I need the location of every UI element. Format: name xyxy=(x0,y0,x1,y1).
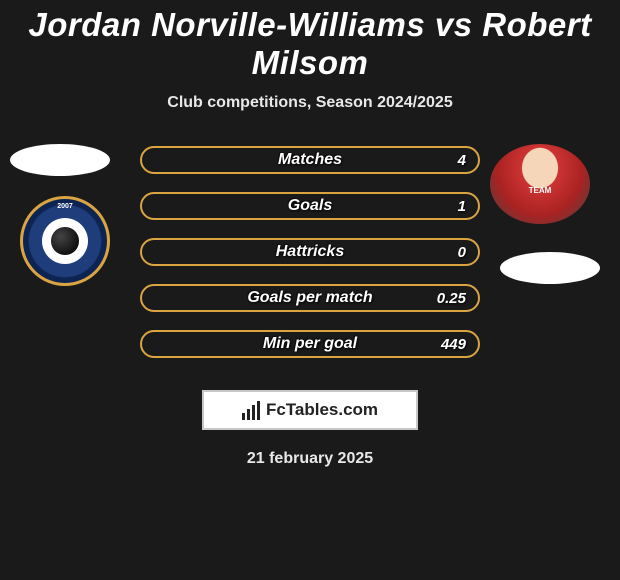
brand-box[interactable]: FcTables.com xyxy=(202,390,418,430)
left-club-badge: 2007 xyxy=(20,196,110,286)
subtitle: Club competitions, Season 2024/2025 xyxy=(0,94,620,112)
left-player-photo xyxy=(10,144,110,176)
stat-bar: Hattricks 0 xyxy=(140,238,480,266)
stat-bar: Goals 1 xyxy=(140,192,480,220)
date-label: 21 february 2025 xyxy=(0,450,620,468)
stat-right-value: 1 xyxy=(458,198,466,215)
stat-label: Goals per match xyxy=(247,289,372,307)
stat-label: Goals xyxy=(288,197,332,215)
stat-bar: Min per goal 449 xyxy=(140,330,480,358)
right-player-photo xyxy=(490,144,590,224)
brand-text: FcTables.com xyxy=(266,400,378,420)
stat-label: Min per goal xyxy=(263,335,357,353)
stat-right-value: 0 xyxy=(458,244,466,261)
right-club-badge xyxy=(500,252,600,284)
stat-bar: Matches 4 xyxy=(140,146,480,174)
stat-label: Matches xyxy=(278,151,342,169)
stat-right-value: 4 xyxy=(458,152,466,169)
stat-label: Hattricks xyxy=(276,243,344,261)
badge-ball-icon xyxy=(51,227,79,255)
stat-area: 2007 Matches 4 Goals 1 Hattricks 0 Goals per m… xyxy=(0,144,620,374)
comparison-card: Jordan Norville-Williams vs Robert Milso… xyxy=(0,0,620,580)
stat-bar: Goals per match 0.25 xyxy=(140,284,480,312)
badge-year: 2007 xyxy=(57,203,73,210)
stat-right-value: 449 xyxy=(441,336,466,353)
brand-chart-icon xyxy=(242,400,260,420)
stat-bars: Matches 4 Goals 1 Hattricks 0 Goals per match 0… xyxy=(140,146,480,376)
page-title: Jordan Norville-Williams vs Robert Milso… xyxy=(10,6,610,82)
stat-right-value: 0.25 xyxy=(437,290,466,307)
badge-outer: 2007 xyxy=(20,196,110,286)
badge-inner xyxy=(42,218,88,264)
